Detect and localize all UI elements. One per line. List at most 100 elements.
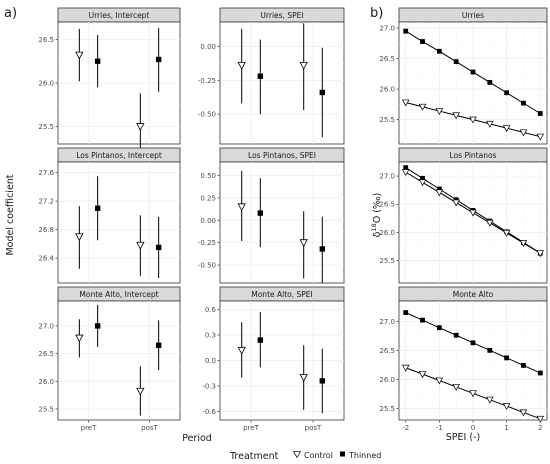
point-thinned-5-0 [257, 337, 263, 343]
point-control-6-0 [401, 99, 410, 107]
point-thinned-6-1 [420, 39, 425, 44]
y-tick-label-0-0: 25.5 [38, 123, 54, 131]
point-control-8-2 [435, 377, 444, 385]
point-control-6-4 [469, 116, 477, 124]
chart-panel-4: Monte Alto, Intercept 25.5 26.0 26.5 27.0 pre… [38, 286, 181, 432]
y-tick-label-4-3: 27.0 [38, 322, 54, 330]
point-control-1-1 [299, 61, 308, 70]
y-tick-label-4-2: 26.5 [38, 350, 54, 358]
legend-title: Treatment [229, 451, 279, 462]
panel-a-label: a) [4, 6, 17, 21]
point-control-8-0 [401, 364, 410, 372]
point-thinned-7-2 [436, 186, 442, 192]
strip-title-3: Los Pintanos, SPEI [248, 151, 316, 160]
y-tick-label-2-3: 27.6 [38, 169, 54, 177]
point-control-7-5 [486, 219, 494, 227]
legend-thinned-label: Thinned [348, 451, 381, 460]
y-axis-title-a: Model coefficient [5, 174, 16, 255]
point-control-8-7 [519, 409, 528, 417]
point-thinned-7-0 [403, 165, 409, 171]
point-thinned-0-0 [94, 58, 101, 64]
point-control-6-8 [536, 133, 545, 141]
point-thinned-6-0 [403, 28, 409, 34]
x-tick-label-8-2: 0 [471, 424, 475, 432]
point-thinned-8-6 [504, 355, 510, 361]
point-control-7-2 [435, 189, 444, 197]
point-control-8-6 [502, 403, 511, 410]
point-thinned-8-5 [487, 347, 493, 353]
x-tick-label-5-1: posT [305, 424, 322, 432]
point-thinned-8-8 [537, 370, 543, 376]
point-thinned-6-5 [487, 79, 493, 85]
panels-layer: Urries, Intercept 25.5 26.0 26.5 Urries, SPE… [38, 7, 548, 432]
point-thinned-8-1 [420, 317, 425, 323]
point-control-3-0 [237, 203, 246, 212]
y-tick-label-3-3: 0.25 [200, 194, 216, 202]
point-thinned-6-7 [521, 100, 526, 106]
x-axis-title-b: SPEI (-) [446, 432, 480, 443]
plot-area-4 [57, 300, 181, 421]
y-tick-label-7-2: 26.5 [379, 201, 395, 209]
point-thinned-8-4 [470, 340, 476, 346]
point-control-6-5 [486, 120, 494, 128]
strip-title-7: Los Pintanos [450, 151, 497, 160]
point-thinned-3-0 [257, 210, 263, 216]
chart-panel-5: Monte Alto, SPEI -0.6 -0.3 0.0 0.3 0.6 preT pos… [202, 286, 345, 432]
point-thinned-1-0 [257, 73, 263, 79]
point-control-7-4 [469, 209, 477, 217]
point-control-7-0 [401, 169, 410, 177]
point-thinned-8-7 [521, 363, 526, 368]
strip-title-5: Monte Alto, SPEI [251, 290, 313, 299]
strip-title-0: Urries, Intercept [89, 11, 150, 20]
point-control-7-7 [519, 240, 528, 247]
point-control-8-5 [486, 396, 494, 404]
plot-area-1 [219, 21, 345, 145]
point-control-4-0 [75, 334, 84, 343]
point-control-4-1 [136, 387, 145, 396]
y-tick-label-8-3: 27.0 [379, 318, 395, 326]
point-thinned-8-3 [453, 332, 459, 338]
y-tick-label-7-3: 27.0 [379, 173, 395, 181]
point-control-2-0 [75, 233, 84, 242]
y-tick-label-4-1: 26.0 [38, 378, 54, 386]
point-control-7-6 [502, 229, 511, 237]
point-thinned-3-1 [319, 246, 325, 252]
chart-panel-7: Los Pintanos 25.5 26.0 26.5 27.0 [379, 147, 548, 284]
point-thinned-8-2 [436, 325, 442, 331]
y-tick-label-6-1: 26.0 [379, 86, 395, 94]
strip-title-8: Monte Alto [453, 290, 494, 299]
y-tick-label-6-3: 27.0 [379, 25, 395, 33]
chart-panel-6: Urries 25.5 26.0 26.5 27.0 [379, 7, 548, 145]
point-control-8-4 [469, 390, 477, 398]
strip-title-6: Urries [462, 11, 484, 20]
y-tick-label-5-2: 0.0 [205, 357, 216, 365]
y-tick-label-6-0: 25.5 [379, 116, 395, 124]
legend-thinned-marker [340, 451, 345, 457]
y-tick-label-4-0: 25.5 [38, 405, 54, 413]
y-tick-label-2-2: 27.2 [38, 198, 54, 206]
point-control-0-1 [136, 123, 145, 131]
point-control-7-1 [418, 179, 427, 187]
legend: Treatment Control Thinned [229, 451, 381, 462]
point-control-7-8 [536, 250, 545, 258]
y-tick-label-8-1: 26.0 [379, 376, 395, 384]
plot-area-3 [219, 161, 345, 284]
chart-panel-0: Urries, Intercept 25.5 26.0 26.5 [38, 7, 181, 159]
point-thinned-5-1 [319, 378, 325, 384]
y-tick-label-0-2: 26.5 [38, 36, 54, 44]
point-thinned-8-0 [403, 310, 409, 316]
point-thinned-1-1 [319, 89, 325, 96]
point-control-3-1 [299, 239, 308, 248]
point-thinned-0-1 [155, 56, 162, 63]
panel-b-label: b) [370, 6, 383, 21]
point-thinned-6-4 [470, 69, 476, 75]
point-control-8-8 [536, 415, 545, 423]
point-thinned-7-1 [420, 175, 425, 181]
x-tick-label-8-0: -2 [402, 424, 409, 432]
y-tick-label-1-2: 0.00 [200, 43, 216, 51]
point-control-6-2 [435, 108, 444, 115]
y-tick-label-2-1: 26.8 [38, 226, 54, 234]
point-control-6-6 [502, 125, 511, 133]
y-tick-label-3-2: 0.00 [200, 217, 216, 225]
chart-panel-8: Monte Alto 25.5 26.0 26.5 27.0 -2 -1 0 1 2 [379, 286, 548, 432]
